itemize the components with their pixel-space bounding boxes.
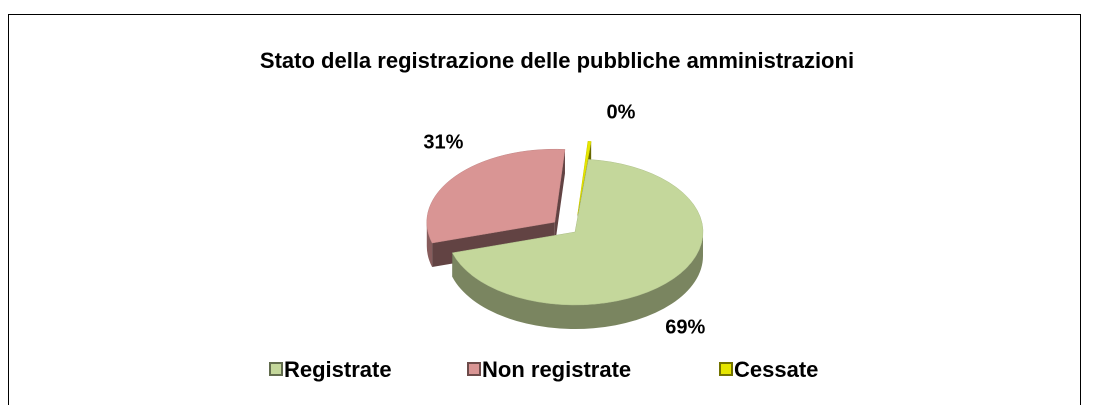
slice	[451, 159, 704, 306]
slice	[577, 141, 592, 215]
legend-label: Cessate	[734, 357, 818, 382]
chart-title: Stato della registrazione delle pubblich…	[260, 48, 854, 73]
legend-marker	[719, 362, 733, 376]
data-label: 31%	[423, 131, 463, 153]
legend-marker	[467, 362, 481, 376]
legend-label: Non registrate	[482, 357, 631, 382]
slice	[426, 148, 566, 244]
slice-wall	[452, 232, 703, 329]
data-label: 0%	[607, 102, 636, 124]
legend-marker	[269, 362, 283, 376]
legend-label: Registrate	[284, 357, 392, 382]
data-label: 69%	[665, 317, 705, 339]
slice-side	[554, 149, 565, 247]
chart-border	[8, 14, 1081, 405]
